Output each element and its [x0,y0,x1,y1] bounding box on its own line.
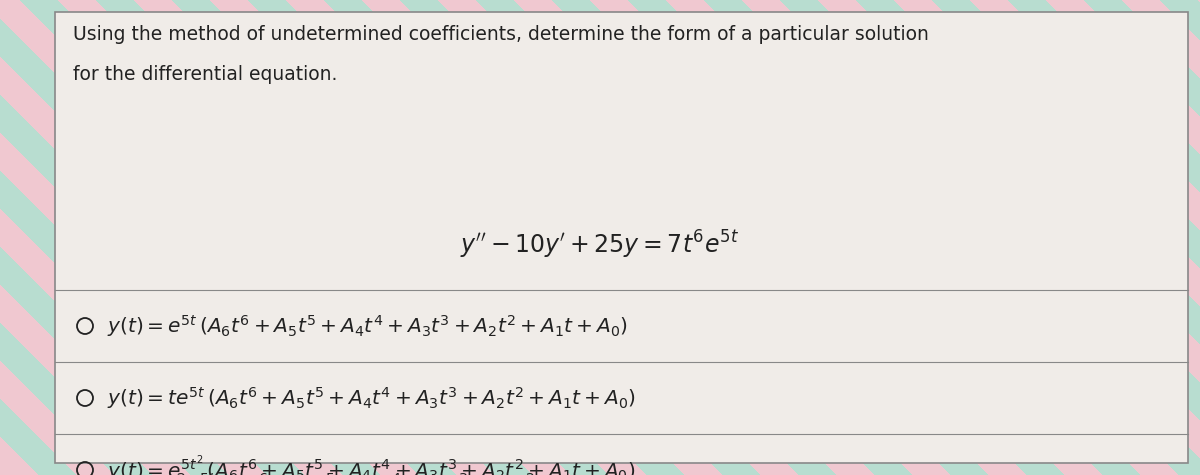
Text: Using the method of undetermined coefficients, determine the form of a particula: Using the method of undetermined coeffic… [73,25,929,44]
Text: $y'' - 10y' + 25y = 7t^6 e^{5t}$: $y'' - 10y' + 25y = 7t^6 e^{5t}$ [461,229,739,261]
Text: $y(t) = t^2e^{5t}\,(A_6t^6 + A_5t^5 + A_4t^4 + A_3t^3 + A_2t^2 + A_1t + A_0)$: $y(t) = t^2e^{5t}\,(A_6t^6 + A_5t^5 + A_… [107,472,647,475]
Text: $y(t) = te^{5t}\,(A_6t^6 + A_5t^5 + A_4t^4 + A_3t^3 + A_2t^2 + A_1t + A_0)$: $y(t) = te^{5t}\,(A_6t^6 + A_5t^5 + A_4t… [107,385,636,411]
FancyBboxPatch shape [55,12,1188,463]
Text: $y(t) = e^{5t}\,(A_6t^6 + A_5t^5 + A_4t^4 + A_3t^3 + A_2t^2 + A_1t + A_0)$: $y(t) = e^{5t}\,(A_6t^6 + A_5t^5 + A_4t^… [107,313,628,339]
Text: $y(t) = e^{5t^2}\,(A_6t^6 + A_5t^5 + A_4t^4 + A_3t^3 + A_2t^2 + A_1t + A_0)$: $y(t) = e^{5t^2}\,(A_6t^6 + A_5t^5 + A_4… [107,455,636,475]
Text: for the differential equation.: for the differential equation. [73,65,337,84]
